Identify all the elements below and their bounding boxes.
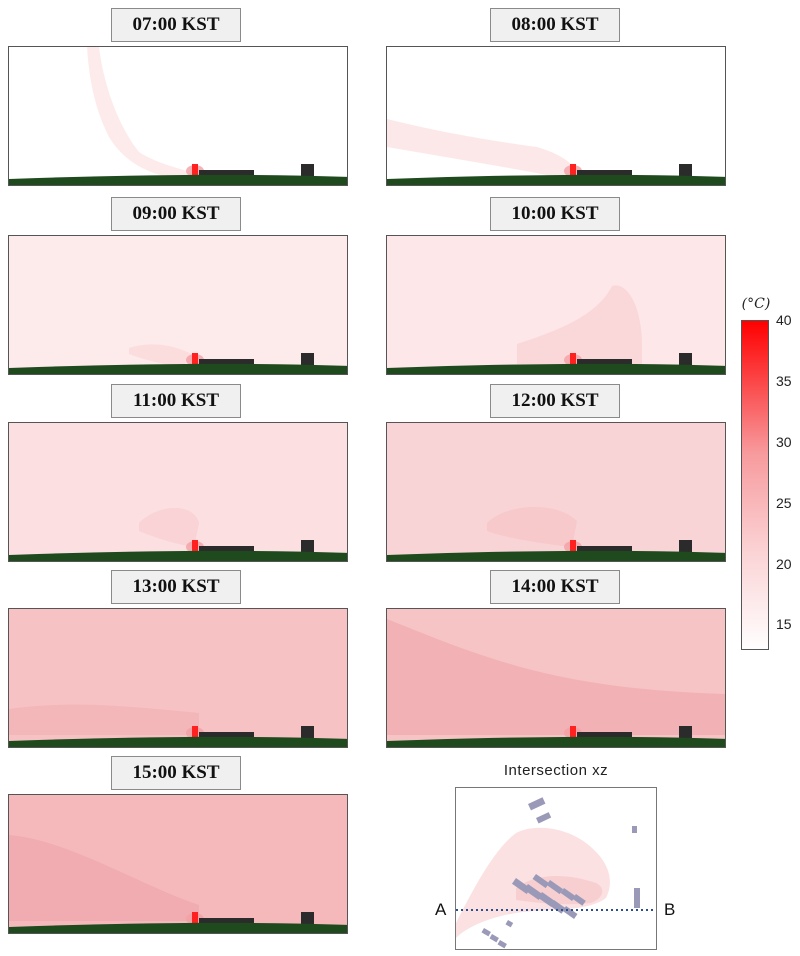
colorbar-tick-15: 15 bbox=[776, 616, 792, 632]
ground bbox=[9, 922, 347, 933]
panel-label-0800: 08:00 KST bbox=[490, 8, 620, 42]
panel-0900 bbox=[8, 235, 348, 375]
panel-label-0900: 09:00 KST bbox=[111, 197, 241, 231]
temperature-plume bbox=[387, 119, 577, 177]
building-low bbox=[577, 732, 632, 741]
inset-svg bbox=[456, 797, 656, 949]
building-footprint bbox=[528, 797, 546, 811]
label-a: A bbox=[435, 900, 447, 919]
building-low bbox=[577, 546, 632, 555]
colorbar-tick-25: 25 bbox=[776, 495, 792, 511]
temperature-plume bbox=[487, 506, 577, 547]
colorbar-tick-20: 20 bbox=[776, 556, 792, 572]
ground bbox=[387, 363, 725, 374]
heat-source bbox=[570, 726, 576, 740]
temperature-plume bbox=[139, 508, 199, 547]
heat-source bbox=[570, 540, 576, 554]
heat-source bbox=[570, 353, 576, 367]
colorbar-tick-35: 35 bbox=[776, 373, 792, 389]
building-low bbox=[199, 359, 254, 368]
building-low bbox=[199, 546, 254, 555]
panel-label-1400: 14:00 KST bbox=[490, 570, 620, 604]
colorbar bbox=[741, 320, 769, 650]
panel-0700 bbox=[8, 46, 348, 186]
panel-svg bbox=[9, 47, 347, 185]
temperature-plume bbox=[129, 344, 199, 366]
building-footprint bbox=[497, 939, 507, 949]
panel-svg bbox=[9, 236, 347, 374]
panel-svg bbox=[387, 423, 725, 561]
ground bbox=[387, 736, 725, 747]
heat-source bbox=[570, 164, 576, 178]
building-footprint bbox=[536, 812, 552, 824]
ground bbox=[9, 363, 347, 374]
building-footprint bbox=[546, 880, 564, 895]
panel-svg bbox=[387, 236, 725, 374]
ground bbox=[9, 736, 347, 747]
panel-1100 bbox=[8, 422, 348, 562]
inset-title: Intersection xz bbox=[503, 762, 609, 779]
building-footprint bbox=[537, 892, 556, 907]
colorbar-tick-30: 30 bbox=[776, 434, 792, 450]
panel-svg bbox=[387, 47, 725, 185]
building-footprint bbox=[532, 874, 550, 889]
panel-1400 bbox=[386, 608, 726, 748]
building-low bbox=[577, 170, 632, 179]
heat-source bbox=[192, 912, 198, 926]
building-footprint bbox=[572, 894, 586, 906]
temperature-plume bbox=[87, 47, 199, 179]
colorbar-unit: (°C) bbox=[741, 296, 771, 312]
building-footprint bbox=[481, 928, 491, 937]
panel-1200 bbox=[386, 422, 726, 562]
panel-0800 bbox=[386, 46, 726, 186]
ground bbox=[9, 550, 347, 561]
temperature-plume bbox=[387, 619, 725, 735]
panel-1000 bbox=[386, 235, 726, 375]
colorbar-tick-40: 40 bbox=[776, 312, 792, 328]
panel-label-1200: 12:00 KST bbox=[490, 384, 620, 418]
intersection-inset bbox=[455, 787, 657, 950]
colorbar-svg bbox=[742, 321, 768, 649]
label-b: B bbox=[664, 900, 676, 919]
building-footprint bbox=[632, 826, 637, 833]
building-footprint bbox=[523, 884, 543, 901]
panel-label-1000: 10:00 KST bbox=[490, 197, 620, 231]
temperature-plume bbox=[9, 835, 199, 921]
building-footprint bbox=[560, 888, 576, 901]
panel-svg bbox=[9, 795, 347, 933]
panel-label-0700: 07:00 KST bbox=[111, 8, 241, 42]
heat-source bbox=[192, 353, 198, 367]
ground bbox=[387, 550, 725, 561]
panel-label-1300: 13:00 KST bbox=[111, 570, 241, 604]
ground bbox=[387, 174, 725, 185]
heat-source bbox=[192, 726, 198, 740]
panel-1300 bbox=[8, 608, 348, 748]
colorbar-gradient bbox=[742, 321, 768, 649]
temperature-plume bbox=[9, 704, 199, 735]
ground bbox=[9, 174, 347, 185]
building-low bbox=[199, 732, 254, 741]
panel-label-1100: 11:00 KST bbox=[111, 384, 241, 418]
panel-1500 bbox=[8, 794, 348, 934]
heat-source bbox=[192, 164, 198, 178]
panel-svg bbox=[9, 609, 347, 747]
heat-source bbox=[192, 540, 198, 554]
building-footprint bbox=[489, 934, 499, 943]
building-footprint bbox=[505, 920, 514, 928]
panel-svg bbox=[9, 423, 347, 561]
panel-label-1500: 15:00 KST bbox=[111, 756, 241, 790]
building-low bbox=[199, 918, 254, 927]
panel-svg bbox=[387, 609, 725, 747]
panel-background bbox=[9, 47, 347, 185]
building-footprint bbox=[634, 888, 640, 908]
building-low bbox=[577, 359, 632, 368]
temperature-plume bbox=[517, 285, 642, 364]
building-low bbox=[199, 170, 254, 179]
